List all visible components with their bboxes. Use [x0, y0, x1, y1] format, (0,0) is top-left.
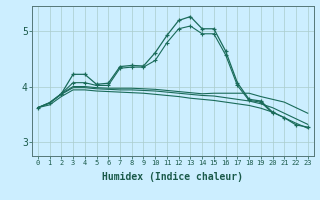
X-axis label: Humidex (Indice chaleur): Humidex (Indice chaleur) [102, 172, 243, 182]
